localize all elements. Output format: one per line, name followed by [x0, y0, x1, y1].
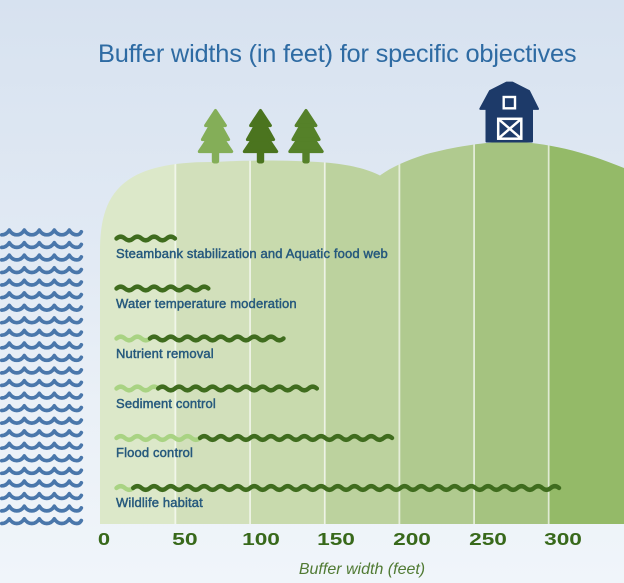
- svg-text:300: 300: [544, 529, 582, 549]
- svg-text:Wildlife habitat: Wildlife habitat: [116, 495, 203, 510]
- svg-text:Buffer widths (in feet) for sp: Buffer widths (in feet) for specific obj…: [98, 40, 576, 68]
- svg-text:Water temperature moderation: Water temperature moderation: [116, 296, 297, 311]
- svg-text:200: 200: [393, 529, 431, 549]
- svg-text:250: 250: [469, 529, 507, 549]
- svg-text:50: 50: [172, 529, 198, 549]
- svg-text:0: 0: [98, 529, 111, 549]
- svg-text:Flood control: Flood control: [116, 445, 193, 460]
- svg-text:150: 150: [317, 529, 355, 549]
- svg-text:Sediment control: Sediment control: [116, 396, 216, 411]
- svg-text:Steambank stabilization and Aq: Steambank stabilization and Aquatic food…: [116, 246, 388, 261]
- svg-text:Buffer width (feet): Buffer width (feet): [299, 561, 425, 578]
- svg-text:100: 100: [242, 529, 280, 549]
- svg-text:Nutrient removal: Nutrient removal: [116, 346, 214, 361]
